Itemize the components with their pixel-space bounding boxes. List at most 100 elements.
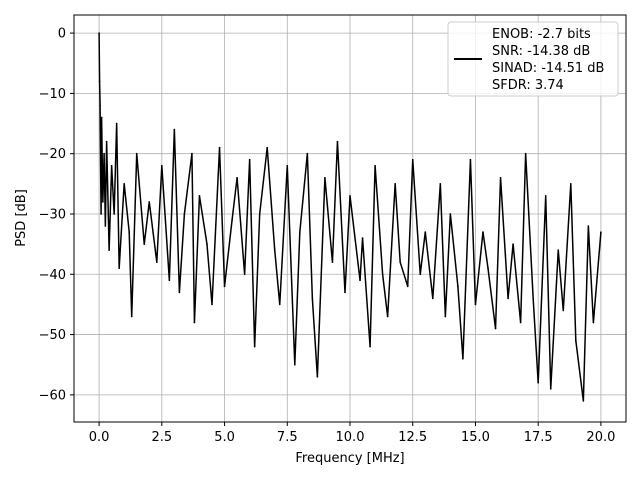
legend: ENOB: -2.7 bits SNR: -14.38 dB SINAD: -1… [447, 21, 619, 97]
psd-data-point [98, 80, 101, 83]
psd-data-point [600, 231, 602, 233]
psd-data-point [198, 195, 201, 197]
psd-data-point [98, 32, 100, 34]
x-tick-label: 15.0 [461, 430, 490, 445]
psd-data-point [406, 285, 409, 288]
psd-data-point [349, 195, 351, 197]
x-axis-label: Frequency [MHz] [295, 451, 404, 466]
psd-data-point [108, 249, 110, 251]
psd-data-point [99, 164, 102, 167]
series-layer [98, 32, 602, 402]
psd-data-point [519, 321, 522, 324]
legend-enob: ENOB: -2.7 bits [492, 27, 591, 42]
psd-data-point [103, 152, 105, 155]
psd-data-point [148, 201, 151, 203]
x-tick-label: 12.5 [398, 430, 427, 445]
psd-data-point [258, 213, 261, 215]
psd-data-point [494, 327, 497, 330]
plot-area [98, 32, 602, 402]
x-tick-label: 0.0 [89, 430, 110, 445]
psd-data-point [419, 273, 422, 276]
psd-data-point [128, 231, 130, 233]
psd-data-point [178, 291, 181, 294]
psd-data-point [439, 183, 442, 185]
psd-data-point [512, 243, 514, 245]
y-ticks: 0 −10 −20 −30 −40 −50 −60 [39, 27, 74, 403]
psd-data-point [462, 357, 464, 360]
psd-data-point [248, 158, 251, 161]
psd-data-point [336, 140, 339, 143]
psd-data-point [381, 273, 384, 276]
psd-data-point [123, 183, 125, 185]
psd-data-point [324, 177, 326, 179]
y-tick-label: −30 [39, 207, 66, 222]
psd-data-point [266, 146, 269, 149]
psd-data-point [399, 261, 401, 264]
psd-data-point [191, 152, 193, 155]
psd-data-point [592, 321, 595, 324]
psd-data-point [273, 249, 276, 251]
psd-data-point [135, 152, 138, 155]
psd-data-point [369, 345, 371, 348]
psd-data-point [582, 400, 585, 402]
psd-data-point [331, 261, 334, 264]
psd-data-point [143, 243, 146, 245]
psd-data-point [168, 279, 171, 282]
psd-data-point [130, 315, 133, 318]
psd-data-point [361, 237, 364, 239]
y-axis-label: PSD [dB] [14, 189, 29, 247]
psd-data-point [253, 345, 256, 348]
y-tick-label: −50 [39, 328, 66, 343]
psd-data-point [223, 285, 226, 288]
x-tick-label: 17.5 [524, 430, 553, 445]
psd-data-point [449, 213, 452, 215]
psd-data-point [374, 164, 376, 167]
psd-data-point [236, 177, 238, 179]
psd-data-point [306, 152, 309, 155]
psd-data-point [206, 243, 208, 245]
psd-data-point [104, 225, 107, 227]
psd-data-point [299, 231, 301, 233]
psd-data-point [173, 128, 176, 131]
psd-data-point [499, 177, 502, 179]
x-tick-label: 20.0 [586, 430, 615, 445]
psd-data-point [100, 213, 102, 215]
psd-data-point [161, 164, 163, 167]
psd-data-point [115, 122, 118, 125]
psd-data-point [469, 158, 472, 161]
legend-sinad: SINAD: -14.51 dB [492, 61, 604, 76]
psd-data-point [359, 279, 361, 282]
psd-data-point [294, 363, 296, 366]
psd-data-point [99, 104, 101, 107]
psd-data-point [587, 225, 590, 227]
psd-data-point [243, 273, 246, 276]
psd-data-point [444, 315, 447, 318]
psd-data-point [231, 219, 233, 221]
psd-data-point [537, 382, 539, 384]
legend-box [447, 21, 619, 97]
psd-data-point [394, 183, 396, 185]
psd-data-point [102, 201, 104, 203]
psd-data-point [316, 375, 319, 378]
psd-data-point [432, 297, 434, 300]
psd-data-point [562, 309, 565, 312]
psd-data-point [386, 315, 389, 318]
x-tick-label: 7.5 [277, 430, 298, 445]
legend-snr: SNR: -14.38 dB [492, 44, 590, 59]
psd-data-point [457, 285, 459, 288]
psd-data-point [532, 297, 534, 300]
psd-series-line [98, 33, 602, 402]
psd-data-point [211, 303, 213, 306]
psd-data-point [570, 183, 572, 185]
psd-data-point [105, 140, 108, 143]
x-tick-label: 5.0 [214, 430, 235, 445]
psd-data-point [524, 152, 527, 155]
legend-sfdr: SFDR: 3.74 [492, 78, 564, 93]
psd-data-point [411, 158, 414, 161]
psd-data-point [487, 267, 489, 270]
psd-data-point [544, 195, 547, 197]
psd-data-point [113, 213, 115, 215]
psd-data-point [424, 231, 427, 233]
y-tick-label: −20 [39, 147, 66, 162]
